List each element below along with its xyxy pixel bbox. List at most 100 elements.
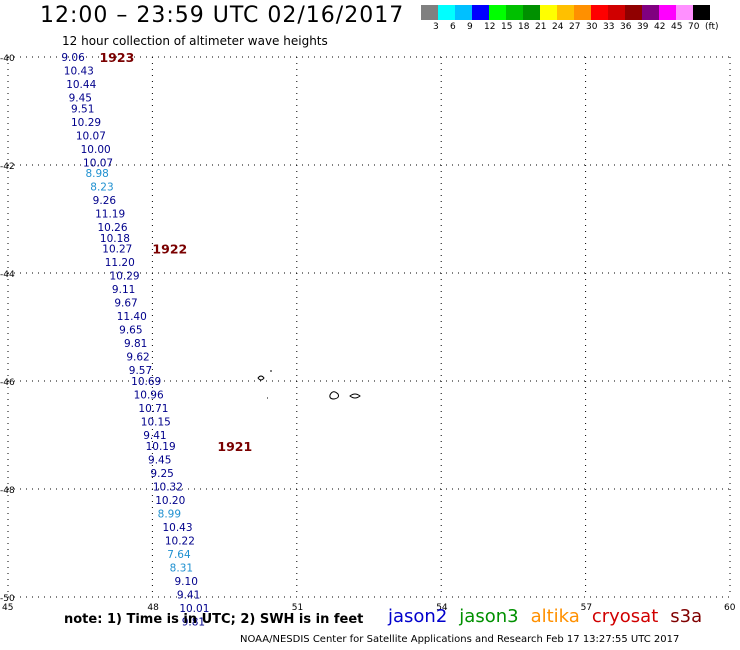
wave-height-value: 9.62 — [126, 352, 149, 364]
island-outline — [257, 375, 265, 381]
scale-label: 6 — [450, 22, 456, 32]
wave-height-value: 10.96 — [134, 390, 164, 402]
wave-height-value: 10.69 — [131, 376, 161, 388]
wave-height-value: 10.27 — [102, 244, 132, 256]
pass-time-label: 1921 — [217, 439, 252, 454]
wave-height-value: 10.15 — [141, 417, 171, 429]
wave-height-value: 9.57 — [129, 365, 152, 377]
wave-height-value: 9.81 — [182, 616, 205, 628]
wave-height-value: 10.29 — [71, 117, 101, 129]
wave-height-value: 10.32 — [153, 481, 183, 493]
scale-label: 27 — [569, 22, 581, 32]
wave-height-color-scale — [421, 5, 710, 20]
wave-height-value: 11.20 — [105, 257, 135, 269]
legend-cryosat: cryosat — [591, 606, 659, 627]
wave-height-value: 9.26 — [93, 195, 117, 207]
wave-height-value: 10.43 — [64, 66, 94, 78]
wave-height-value: 9.41 — [143, 430, 166, 442]
scale-label: 9 — [467, 22, 473, 32]
scale-label: (ft) — [705, 22, 719, 32]
wave-height-value: 10.07 — [83, 157, 113, 169]
island-outline — [329, 391, 339, 400]
scale-label: 33 — [603, 22, 615, 32]
wave-height-value: 10.71 — [138, 403, 168, 415]
wave-height-value: 7.64 — [167, 549, 191, 561]
wave-height-value: 9.81 — [124, 338, 147, 350]
longitude-tick-label: 45 — [2, 603, 13, 613]
scale-swatch — [591, 5, 608, 20]
wave-height-value: 9.25 — [150, 468, 173, 480]
scale-swatch — [438, 5, 455, 20]
wave-height-value: 10.07 — [76, 130, 106, 142]
scale-swatch — [693, 5, 710, 20]
wave-height-value: 10.43 — [162, 522, 192, 534]
wave-height-value: 10.20 — [155, 495, 185, 507]
scale-swatch — [608, 5, 625, 20]
map-title: 12:00 – 23:59 UTC 02/16/2017 — [40, 3, 405, 28]
scale-label: 70 — [688, 22, 700, 32]
scale-label: 45 — [671, 22, 683, 32]
longitude-tick-label: 54 — [436, 603, 448, 613]
scale-label: 30 — [586, 22, 598, 32]
wave-height-value: 10.01 — [179, 603, 209, 615]
wave-height-value: 8.99 — [158, 508, 181, 520]
wave-height-value: 10.18 — [100, 233, 130, 245]
wave-height-value: 10.22 — [165, 535, 195, 547]
wave-height-value: 9.65 — [119, 325, 142, 337]
scale-swatch — [574, 5, 591, 20]
longitude-tick-label: 57 — [581, 603, 592, 613]
wave-height-value: 8.23 — [90, 182, 113, 194]
pass-time-label: 1922 — [152, 242, 187, 257]
wave-height-value: 9.06 — [61, 52, 85, 64]
wave-height-value: 9.10 — [175, 576, 198, 588]
wave-height-value: 8.98 — [85, 168, 108, 180]
latitude-tick-label: -44 — [0, 270, 15, 280]
longitude-tick-label: 51 — [292, 603, 303, 613]
legend-jason2: jason2 — [388, 606, 448, 627]
scale-swatch — [489, 5, 506, 20]
island-outline — [349, 393, 361, 399]
wave-height-value: 10.29 — [110, 271, 140, 283]
scale-label: 39 — [637, 22, 649, 32]
longitude-tick-label: 48 — [147, 603, 159, 613]
scale-swatch — [506, 5, 523, 20]
wave-height-value: 9.51 — [71, 103, 94, 115]
scale-label: 3 — [433, 22, 439, 32]
wave-height-value: 10.00 — [81, 144, 111, 156]
scale-swatch — [540, 5, 557, 20]
island-outlines — [257, 370, 361, 400]
scale-swatch — [455, 5, 472, 20]
wave-height-value: 11.40 — [117, 311, 147, 323]
wave-height-value: 10.44 — [66, 79, 96, 91]
scale-label: 24 — [552, 22, 564, 32]
scale-swatch — [523, 5, 540, 20]
legend-s3a: s3a — [670, 606, 703, 627]
color-scale-labels: 3 6 9 12 15 18 21 24 27 30 33 36 39 42 45 70 (ft) — [421, 22, 740, 36]
wave-height-value: 10.19 — [146, 441, 176, 453]
wave-height-values: 9.0610.4310.449.459.5110.2910.0710.0010.… — [61, 52, 209, 628]
wave-height-value: 10.26 — [97, 222, 127, 234]
scale-swatch — [625, 5, 642, 20]
latitude-tick-label: -48 — [0, 486, 15, 496]
latitude-tick-label: -40 — [0, 54, 15, 64]
scale-label: 42 — [654, 22, 666, 32]
pass-time-labels: 1923 1922 1921 — [99, 50, 252, 454]
scale-swatch — [659, 5, 676, 20]
wave-height-value: 9.41 — [177, 589, 200, 601]
legend-jason3: jason3 — [459, 606, 519, 627]
satellite-legend: jason2 jason3 altika cryosat s3a — [388, 606, 714, 627]
wave-height-value: 8.31 — [170, 562, 193, 574]
wave-height-value: 9.11 — [112, 284, 135, 296]
scale-label: 15 — [501, 22, 513, 32]
scale-label: 18 — [518, 22, 530, 32]
scale-label: 36 — [620, 22, 632, 32]
scale-swatch — [472, 5, 489, 20]
wave-height-value: 11.19 — [95, 209, 125, 221]
latitude-tick-label: -42 — [0, 162, 15, 172]
scale-swatch — [557, 5, 574, 20]
map-grid — [7, 56, 731, 598]
wave-height-value: 9.67 — [114, 298, 137, 310]
scale-swatch — [642, 5, 659, 20]
